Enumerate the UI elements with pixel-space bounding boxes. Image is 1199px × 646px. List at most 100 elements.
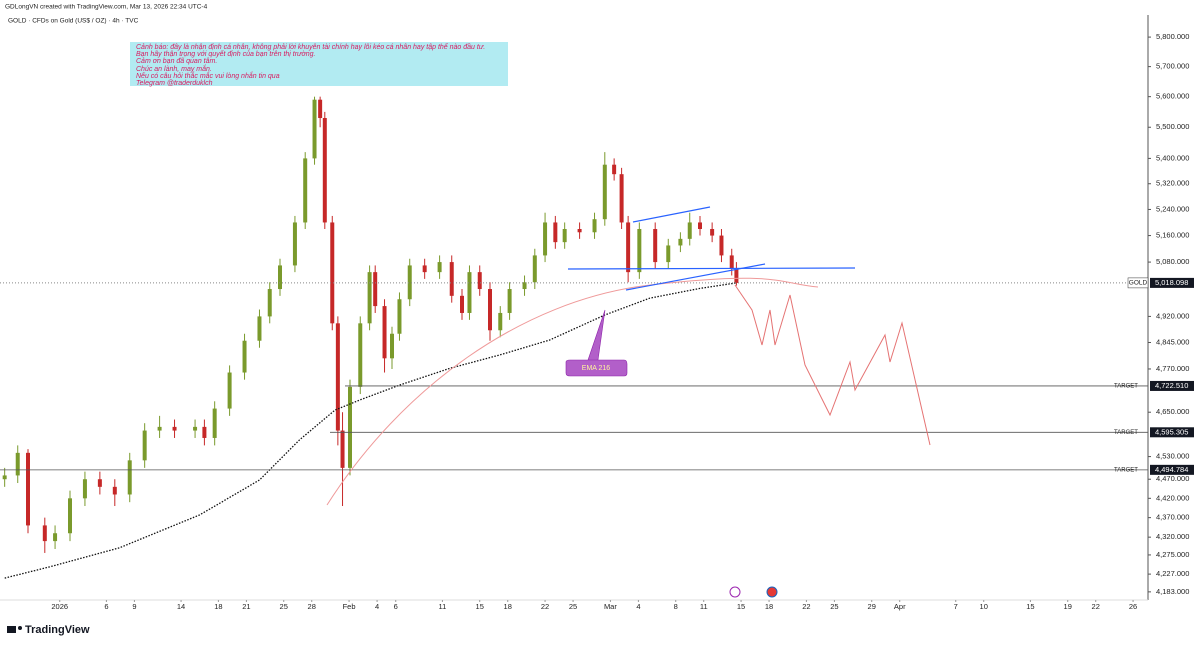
candle-body (734, 268, 739, 283)
candle-body (422, 265, 427, 273)
candle-body (687, 222, 692, 239)
x-tick-label: 6 (394, 602, 398, 611)
x-tick-label: 28 (308, 602, 316, 611)
candle-body (612, 164, 617, 175)
y-tick-label: 5,160.000 (1156, 231, 1189, 240)
candle-body (127, 460, 132, 495)
candle-body (97, 479, 102, 487)
logo-mark (7, 626, 16, 633)
candle-body (373, 272, 378, 307)
channel-upper (632, 206, 711, 223)
event-icon (729, 586, 741, 598)
last-price-box (1150, 277, 1194, 288)
candle-body (112, 486, 117, 495)
candle-body (157, 426, 162, 431)
candle-body (340, 430, 345, 468)
x-tick-label: 10 (980, 602, 988, 611)
candle-body (212, 408, 217, 438)
candle-body (666, 245, 671, 263)
candle-body (577, 228, 582, 233)
candle-body (460, 295, 464, 313)
x-tick-label: Feb (343, 602, 356, 611)
x-tick-label: Apr (894, 602, 906, 611)
candle-body (626, 222, 631, 273)
y-tick-label: 4,320.000 (1156, 532, 1189, 541)
candle-body (678, 238, 683, 246)
candle-body (82, 479, 87, 499)
candle-body (710, 228, 715, 236)
curve-drawing (326, 277, 819, 506)
x-tick-label: 15 (476, 602, 484, 611)
candle-body (553, 222, 558, 243)
y-tick-label: 5,400.000 (1156, 153, 1189, 162)
note-line: Bạn hãy thận trọng với quyết định của bạ… (136, 51, 316, 59)
y-tick-label: 4,650.000 (1156, 407, 1189, 416)
candle-body (653, 228, 658, 263)
candle-body (292, 222, 297, 266)
note-line: Nếu có câu hỏi thắc mắc vui lòng nhắn ti… (136, 72, 280, 80)
candle-body (348, 386, 352, 468)
x-tick-label: 22 (802, 602, 810, 611)
candle-body (602, 164, 607, 220)
x-tick-label: 4 (375, 602, 379, 611)
support-line (567, 267, 856, 270)
y-tick-label: 4,770.000 (1156, 364, 1189, 373)
x-tick-label: 18 (504, 602, 512, 611)
target-value: 4,494.784 (1155, 465, 1188, 474)
candle-body (227, 372, 232, 409)
candle-body (242, 340, 247, 373)
target-box (1150, 427, 1194, 438)
plot (0, 36, 1151, 602)
x-tick-label: 15 (1026, 602, 1034, 611)
candle-body (2, 475, 7, 480)
last-price-name: GOLD (1129, 280, 1148, 287)
y-tick-label: 5,800.000 (1156, 32, 1189, 41)
target-name: TARGET (1114, 430, 1138, 436)
candle-body (367, 272, 372, 324)
y-tick-label: 5,320.000 (1156, 179, 1189, 188)
y-tick-label: 4,530.000 (1156, 452, 1189, 461)
candle-body (522, 282, 527, 290)
note-line: Cảnh báo: đây là nhận định cá nhân, khôn… (136, 44, 486, 51)
candle-body (397, 299, 402, 334)
x-tick-label: 2026 (51, 602, 68, 611)
candle-body (358, 323, 363, 387)
candle-body (257, 316, 262, 341)
candle-body (68, 498, 72, 534)
candle-body (267, 289, 272, 317)
candle-body (330, 222, 335, 324)
x-tick-label: 25 (280, 602, 288, 611)
callout-box (565, 309, 628, 377)
candle-body (318, 99, 323, 119)
x-tick-label: 11 (700, 602, 708, 611)
candle-body (335, 323, 340, 431)
candle-body (543, 222, 548, 256)
candle-body (322, 118, 327, 223)
candle-body (507, 289, 512, 313)
candle-body (382, 306, 387, 359)
x-tick-label: 18 (765, 602, 773, 611)
target-name: TARGET (1114, 467, 1138, 473)
candle-body (193, 426, 198, 431)
note-line: Chúc an lành, may mắn. (136, 65, 212, 73)
candle-body (142, 430, 147, 461)
x-tick-label: 26 (1129, 602, 1137, 611)
candle-body (488, 289, 492, 331)
note-line: Cảm ơn bạn đã quan tâm. (136, 58, 218, 66)
last-price-badge (1127, 277, 1149, 289)
candle-body (562, 228, 567, 243)
y-tick-label: 4,920.000 (1156, 311, 1189, 320)
x-tick-label: 25 (569, 602, 577, 611)
candle-body (26, 452, 30, 526)
y-tick-label: 5,600.000 (1156, 92, 1189, 101)
ema-line (4, 282, 737, 579)
candle-body (390, 333, 394, 359)
x-tick-label: 19 (1064, 602, 1072, 611)
candle-body (637, 228, 642, 273)
target-value: 4,722.510 (1155, 381, 1188, 390)
logo-dot (18, 626, 22, 630)
candle-body (53, 533, 58, 542)
x-tick-label: 9 (132, 602, 136, 611)
logo (7, 626, 22, 633)
